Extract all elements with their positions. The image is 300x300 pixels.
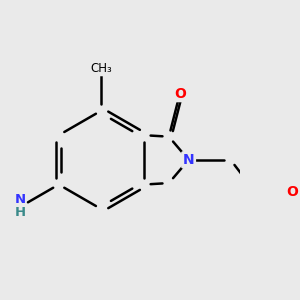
Text: O: O	[174, 87, 186, 100]
Text: CH₃: CH₃	[91, 62, 112, 75]
Text: N: N	[183, 153, 194, 167]
Text: N: N	[14, 193, 26, 206]
Text: O: O	[286, 185, 298, 199]
Text: H: H	[14, 206, 26, 219]
